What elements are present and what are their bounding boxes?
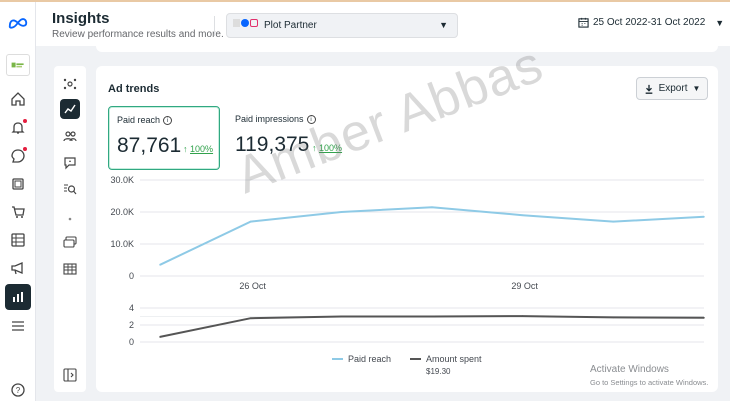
- notification-dot: [23, 119, 27, 123]
- megaphone-icon[interactable]: [9, 259, 27, 277]
- facebook-icon: [241, 19, 249, 27]
- metric-label: Paid impressions i: [235, 114, 316, 124]
- series-line-amount-spent: [159, 315, 705, 338]
- y-tick-label: 0: [129, 271, 134, 281]
- chevron-down-icon: ▼: [692, 84, 701, 93]
- metric-change: ↑ 100%: [183, 144, 214, 154]
- data-point: [159, 336, 161, 338]
- data-point: [703, 216, 705, 218]
- messages-icon[interactable]: [60, 232, 80, 252]
- top-border: [0, 0, 730, 2]
- y-tick-label: 30.0K: [110, 175, 134, 185]
- svg-text:?: ?: [16, 386, 21, 395]
- metric-paid-impressions[interactable]: Paid impressions i 119,375 ↑ 100%: [227, 106, 367, 170]
- left-rail: ?: [0, 2, 36, 401]
- metric-value: 119,375: [235, 133, 310, 156]
- data-point: [249, 220, 252, 223]
- page-avatar[interactable]: [6, 54, 30, 76]
- instagram-icon: [250, 19, 258, 27]
- legend-swatch: [410, 358, 421, 360]
- metric-change: ↑ 100%: [312, 143, 343, 153]
- info-icon[interactable]: i: [306, 114, 316, 124]
- legend-label: Amount spent: [426, 354, 482, 364]
- page-subtitle: Review performance results and more.: [52, 29, 224, 40]
- y-tick-label: 20.0K: [110, 207, 134, 217]
- data-point: [612, 220, 615, 223]
- date-range-label: 25 Oct 2022-31 Oct 2022: [593, 17, 706, 28]
- data-point: [159, 264, 161, 266]
- data-point: [703, 316, 705, 319]
- page-title: Insights: [52, 10, 110, 27]
- date-range-picker[interactable]: 25 Oct 2022-31 Oct 2022 ▼: [578, 17, 724, 28]
- account-logos: [233, 19, 258, 27]
- content-search-icon[interactable]: [60, 179, 80, 199]
- ad-trends-chart: 0 10.0K 20.0K 30.0K 26 Oct 29 Oct 0 2 4: [110, 175, 705, 347]
- insights-subnav: [54, 66, 86, 392]
- bell-icon[interactable]: [9, 119, 27, 137]
- legend-paid-reach[interactable]: Paid reach: [332, 354, 391, 364]
- insights-icon[interactable]: [5, 284, 31, 310]
- data-point: [249, 317, 252, 319]
- engagement-icon[interactable]: [60, 153, 80, 173]
- data-point: [431, 315, 433, 318]
- table-icon[interactable]: [9, 231, 27, 249]
- y-tick-label: 10.0K: [110, 239, 134, 249]
- card-title: Ad trends: [108, 83, 160, 95]
- content-icon[interactable]: [9, 175, 27, 193]
- account-selector[interactable]: Plot Partner ▼: [226, 13, 458, 38]
- data-point: [521, 315, 524, 317]
- help-icon[interactable]: ?: [9, 381, 27, 399]
- download-icon: [645, 84, 652, 94]
- overview-icon[interactable]: [60, 74, 80, 94]
- chat-icon[interactable]: [9, 147, 27, 165]
- data-point: [521, 214, 524, 216]
- legend-label: Paid reach: [348, 354, 392, 364]
- data-point: [340, 315, 343, 318]
- x-tick-label: 29 Oct: [511, 281, 538, 291]
- page-header: Insights Review performance results and …: [36, 2, 730, 46]
- small-dot-icon: [60, 209, 80, 229]
- chevron-down-icon: ▼: [439, 20, 448, 30]
- activate-windows-title: Activate Windows: [590, 364, 669, 375]
- y-tick-label: 0: [129, 337, 134, 347]
- activate-windows-subtitle: Go to Settings to activate Windows.: [590, 378, 709, 387]
- legend-swatch: [332, 358, 343, 360]
- chevron-down-icon: ▼: [715, 17, 725, 28]
- metric-value: 87,761: [117, 134, 182, 157]
- legend-amount-spent[interactable]: Amount spent: [410, 354, 482, 364]
- notification-dot: [23, 147, 27, 151]
- ad-trends-card: Ad trends Export ▼ Paid reach i 87,761 ↑ …: [96, 66, 718, 392]
- data-point: [431, 206, 433, 208]
- cart-icon[interactable]: [9, 203, 27, 221]
- trends-icon[interactable]: [60, 99, 80, 119]
- export-label: Export: [658, 83, 688, 94]
- home-icon[interactable]: [9, 90, 27, 108]
- series-line-paid-reach: [159, 206, 705, 266]
- data-point: [340, 211, 343, 213]
- collapse-sidebar-icon[interactable]: [60, 365, 80, 385]
- previous-card-edge: [96, 44, 718, 52]
- header-divider: [214, 16, 215, 36]
- x-tick-label: 26 Oct: [239, 281, 266, 291]
- metric-paid-reach[interactable]: Paid reach i 87,761 ↑ 100%: [108, 106, 220, 170]
- export-button[interactable]: Export ▼: [636, 77, 708, 100]
- y-tick-label: 4: [129, 303, 134, 313]
- menu-icon[interactable]: [9, 317, 27, 335]
- calendar-icon: [578, 17, 589, 28]
- info-icon[interactable]: i: [163, 115, 173, 125]
- meta-logo-icon[interactable]: [7, 14, 29, 32]
- audience-icon[interactable]: [60, 126, 80, 146]
- amount-spent-total: $19.30: [426, 367, 451, 376]
- page-logo-icon: [233, 19, 240, 27]
- data-point: [612, 316, 615, 319]
- y-tick-label: 2: [129, 320, 134, 330]
- metric-label: Paid reach i: [117, 115, 173, 125]
- table-view-icon[interactable]: [60, 259, 80, 279]
- account-name: Plot Partner: [264, 20, 317, 31]
